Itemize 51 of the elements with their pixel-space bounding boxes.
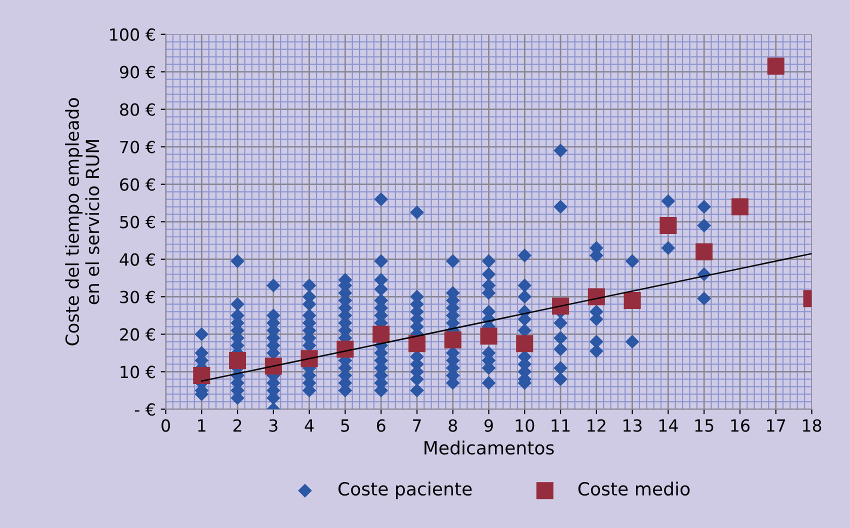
y-tick-label: 30 € xyxy=(120,290,155,304)
y-tick-label: 90 € xyxy=(120,66,155,78)
point xyxy=(767,58,784,75)
x-tick-label: 3 xyxy=(269,419,278,432)
point xyxy=(552,298,570,315)
x-tick-label: 12 xyxy=(588,419,606,432)
x-tick-label: 9 xyxy=(484,419,493,432)
point xyxy=(336,340,354,358)
point xyxy=(408,335,426,352)
x-tick-label: 17 xyxy=(767,419,786,432)
point xyxy=(588,288,605,306)
legend-label: Coste medio xyxy=(578,482,690,496)
y-tick-label: 60 € xyxy=(120,178,155,191)
x-tick-label: 16 xyxy=(731,419,750,432)
y-tick-label: 20 € xyxy=(120,328,155,341)
x-tick-label: 13 xyxy=(624,419,642,432)
point xyxy=(264,358,282,375)
x-tick-label: 18 xyxy=(802,419,822,432)
x-tick-label: 4 xyxy=(304,419,314,432)
point xyxy=(480,328,498,345)
point xyxy=(516,335,534,352)
point xyxy=(444,331,462,348)
y-tick-label: 80 € xyxy=(120,103,155,116)
x-tick-label: 7 xyxy=(413,419,421,432)
point xyxy=(229,352,246,369)
y-tick-label: 100 € xyxy=(110,28,155,41)
x-tick-label: 5 xyxy=(341,419,350,432)
point xyxy=(624,292,641,309)
y-axis-title: Coste del tiempo empleado en el servicio RUM xyxy=(65,98,100,346)
y-tick-label: 70 € xyxy=(120,140,155,154)
x-tick-label: 10 xyxy=(516,419,534,432)
x-tick-label: 2 xyxy=(233,419,242,432)
x-tick-label: 6 xyxy=(376,419,386,432)
x-tick-label: 8 xyxy=(448,419,458,432)
x-tick-label: 15 xyxy=(695,419,714,432)
y-tick-label: - € xyxy=(134,403,155,416)
x-tick-label: 1 xyxy=(198,419,206,432)
y-tick-label: 50 € xyxy=(120,216,155,228)
x-tick-label: 11 xyxy=(552,419,570,432)
point xyxy=(300,350,318,368)
x-axis-title: Medicamentos xyxy=(424,440,554,455)
y-tick-label: 10 € xyxy=(120,366,155,378)
x-tick-label: 0 xyxy=(162,419,170,432)
point xyxy=(731,198,748,216)
x-tick-label: 14 xyxy=(659,419,678,432)
point xyxy=(193,366,210,384)
y-tick-label: 40 € xyxy=(120,253,155,266)
point xyxy=(660,217,677,234)
legend-label: Coste paciente xyxy=(338,482,472,500)
point xyxy=(696,243,713,260)
point xyxy=(372,326,390,343)
